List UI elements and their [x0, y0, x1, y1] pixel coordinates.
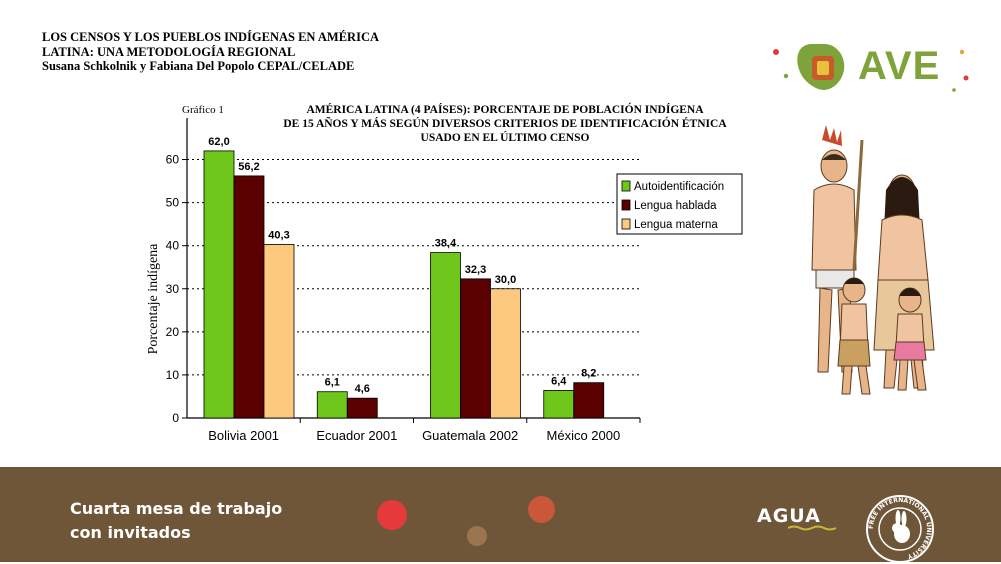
- bar-value-label: 56,2: [238, 161, 259, 173]
- footer-line1: Cuarta mesa de trabajo: [70, 499, 283, 518]
- y-tick-label: 40: [166, 239, 180, 253]
- man-figure: [811, 125, 864, 373]
- footer-session-title: Cuarta mesa de trabajo con invitados: [70, 497, 282, 545]
- bar-value-label: 6,4: [551, 375, 567, 387]
- legend-box: [616, 173, 743, 235]
- x-tick-label: Guatemala 2002: [422, 428, 518, 443]
- bar: [430, 252, 461, 419]
- y-axis-label: Porcentaje indígena: [146, 243, 161, 355]
- bar: [543, 390, 575, 419]
- bar: [346, 397, 378, 419]
- legend: Autoidentificación Lengua hablada Lengua m…: [616, 173, 743, 235]
- agua-logo: AGUA: [757, 505, 821, 527]
- footer-line2: con invitados: [70, 523, 191, 542]
- bar-value-label: 8,2: [581, 368, 596, 380]
- legend-label: Lengua hablada: [634, 200, 717, 212]
- legend-swatch: [621, 218, 631, 230]
- chart-caption: Gráfico 1: [182, 104, 224, 116]
- chart-title: AMÉRICA LATINA (4 PAÍSES): PORCENTAJE DE…: [245, 103, 765, 145]
- footer-band: Cuarta mesa de trabajo con invitados AGU…: [0, 467, 1001, 563]
- legend-label: Lengua materna: [634, 219, 718, 231]
- child-figure: [893, 287, 927, 391]
- hand-pattern: [817, 61, 829, 75]
- x-tick-label: México 2000: [547, 428, 621, 443]
- y-tick-label: 0: [172, 411, 179, 425]
- bar-value-label: 40,3: [268, 229, 289, 241]
- bar-value-label: 62,0: [208, 136, 229, 148]
- bars: [203, 150, 605, 419]
- bar-value-label: 30,0: [495, 274, 516, 286]
- header-authors: Susana Schkolnik y Fabiana Del Popolo CE…: [42, 59, 355, 73]
- bar-value-label: 38,4: [435, 238, 457, 250]
- bar: [490, 288, 521, 419]
- legend-label: Autoidentificación: [634, 181, 724, 193]
- logo-dot: [783, 73, 789, 79]
- decorative-dot-red: [377, 500, 407, 530]
- child-figure: [837, 277, 871, 395]
- chart-title-line3: USADO EN EL ÚLTIMO CENSO: [420, 132, 590, 144]
- logo-dot: [959, 49, 965, 55]
- y-tick-label: 30: [166, 282, 180, 296]
- university-seal-icon: FREE INTERNATIONAL UNIVERSITY: [866, 495, 934, 563]
- logo-dot: [952, 88, 956, 92]
- document-header: LOS CENSOS Y LOS PUEBLOS INDÍGENAS EN AM…: [42, 30, 379, 74]
- bar: [316, 391, 348, 419]
- bar-chart: 0 10 20 30 40 50 60 Bolivia 2001 Ecuador 2001 Gua…: [146, 118, 743, 443]
- bar-value-label: 32,3: [465, 264, 486, 276]
- ave-logo: [773, 44, 969, 92]
- x-tick-label: Bolivia 2001: [208, 428, 279, 443]
- bar: [203, 150, 235, 419]
- bar-value-label: 4,6: [355, 383, 370, 395]
- decorative-dot-orange: [528, 496, 555, 523]
- header-title-line2: LATINA: UNA METODOLOGÍA REGIONAL: [42, 44, 296, 59]
- decorative-dot-brown: [467, 526, 487, 546]
- bar: [573, 382, 605, 419]
- header-title-line1: LOS CENSOS Y LOS PUEBLOS INDÍGENAS EN AM…: [42, 30, 379, 44]
- axes: 0 10 20 30 40 50 60 Bolivia 2001 Ecuador 2001 Gua…: [166, 118, 641, 443]
- data-labels: 62,0 56,2 40,3 6,1 4,6 38,4 32,3 30,0 6,4 8,2: [208, 136, 596, 395]
- x-tick-label: Ecuador 2001: [316, 428, 397, 443]
- y-tick-label: 20: [166, 325, 180, 339]
- bar-value-label: 6,1: [325, 377, 340, 389]
- chart-title-line2: DE 15 AÑOS Y MÁS SEGÚN DIVERSOS CRITERIO…: [283, 118, 727, 130]
- logo-dot: [963, 75, 969, 81]
- agua-wave-icon: [788, 525, 836, 531]
- legend-swatch: [621, 199, 631, 211]
- logo-dot: [773, 49, 779, 55]
- family-illustration: [811, 125, 935, 395]
- bar: [460, 278, 491, 419]
- y-tick-label: 60: [166, 153, 180, 167]
- bar: [263, 243, 295, 419]
- logo-text: AVE: [858, 44, 941, 88]
- y-tick-label: 10: [166, 368, 180, 382]
- chart-title-line1: AMÉRICA LATINA (4 PAÍSES): PORCENTAJE DE…: [306, 104, 704, 116]
- legend-swatch: [621, 180, 631, 192]
- bar: [233, 175, 265, 419]
- y-tick-label: 50: [166, 196, 180, 210]
